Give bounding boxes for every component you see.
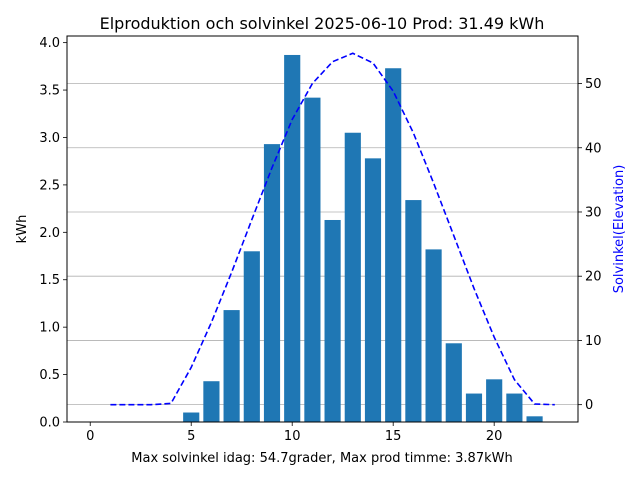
bar bbox=[506, 393, 523, 422]
y2-tick-label: 10 bbox=[585, 334, 602, 349]
axis-layer: 0 5 10 15 20 0.0 0.5 1.0 1.5 2.0 2.5 3.0 3.5 4.0 0 10 20… bbox=[39, 36, 601, 444]
bar bbox=[284, 54, 301, 423]
bar bbox=[263, 144, 281, 423]
y-tick-label: 1.0 bbox=[39, 321, 60, 336]
chart-title: Elproduktion och solvinkel 2025-06-10 Pr… bbox=[100, 14, 545, 33]
y2-tick-label: 0 bbox=[585, 398, 593, 413]
y2-tick-label: 30 bbox=[585, 205, 602, 220]
y-tick-label: 1.5 bbox=[39, 273, 60, 288]
y-tick-label: 3.0 bbox=[39, 131, 60, 146]
y2-tick-label: 50 bbox=[585, 77, 602, 92]
bar bbox=[304, 97, 321, 423]
plot-frame bbox=[66, 35, 579, 423]
bar bbox=[183, 412, 200, 422]
y-tick-label: 4.0 bbox=[39, 36, 60, 51]
y-tick-label: 3.5 bbox=[39, 84, 60, 99]
y-tick-label: 0.5 bbox=[39, 368, 60, 383]
bar bbox=[425, 249, 442, 422]
y2-tick-label: 20 bbox=[585, 270, 602, 285]
bar bbox=[526, 416, 543, 422]
y-tick-label: 2.5 bbox=[39, 178, 60, 193]
bar bbox=[445, 343, 462, 422]
y-tick-label: 0.0 bbox=[39, 416, 60, 431]
bar bbox=[344, 132, 361, 422]
bar bbox=[223, 310, 240, 422]
series-line-elevation bbox=[110, 52, 555, 406]
y-axis-label: kWh bbox=[15, 215, 30, 244]
bar bbox=[486, 379, 503, 422]
y2-tick-label: 40 bbox=[585, 141, 602, 156]
bar-layer bbox=[183, 54, 543, 423]
bar bbox=[364, 158, 382, 422]
x-tick-label: 15 bbox=[385, 429, 402, 444]
bar bbox=[465, 393, 483, 422]
x-axis-label: Max solvinkel idag: 54.7grader, Max prod… bbox=[131, 451, 512, 466]
x-tick-label: 20 bbox=[486, 429, 503, 444]
x-tick-label: 10 bbox=[284, 429, 301, 444]
line-layer bbox=[110, 52, 555, 406]
x-tick-label: 5 bbox=[187, 429, 195, 444]
bar bbox=[324, 219, 341, 422]
grid-layer bbox=[67, 83, 578, 406]
bar bbox=[243, 251, 260, 422]
y-tick-label: 2.0 bbox=[39, 226, 60, 241]
x-tick-label: 0 bbox=[86, 429, 94, 444]
bar bbox=[385, 68, 402, 422]
bar bbox=[203, 381, 220, 422]
bar bbox=[405, 200, 422, 422]
y2-axis-label: Solvinkel(Elevation) bbox=[612, 165, 627, 294]
